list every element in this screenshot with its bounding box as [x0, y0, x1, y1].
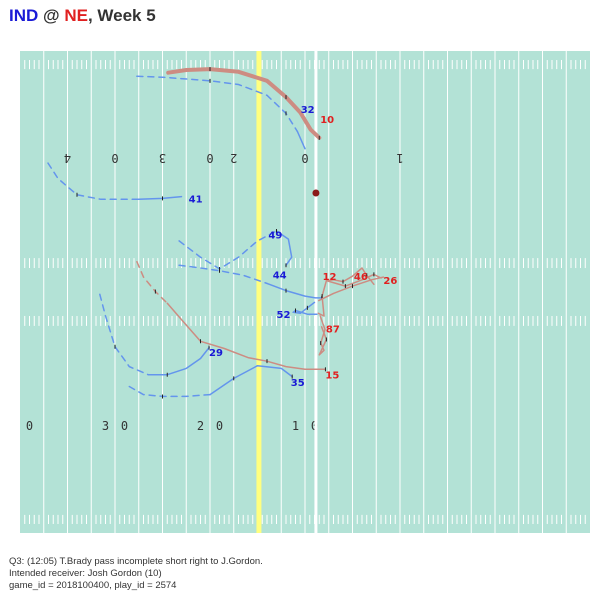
football	[312, 189, 320, 197]
play-caption: Q3: (12:05) T.Brady pass incomplete shor…	[9, 556, 263, 592]
player-track-49	[275, 230, 293, 267]
yard-number-bottom: 0	[216, 419, 223, 433]
jersey-label-52: 52	[277, 310, 291, 321]
jersey-labels: 32 41 49 44 52 29 35 10 12 46 26 87 15	[189, 105, 398, 389]
jersey-label-26: 26	[383, 276, 397, 287]
player-track-15-dashed	[136, 260, 169, 305]
player-track-12	[317, 267, 375, 317]
jersey-label-44: 44	[273, 270, 287, 281]
yard-number-bottom: 0	[121, 419, 128, 433]
jersey-label-12: 12	[323, 272, 337, 283]
jersey-label-32: 32	[301, 105, 315, 116]
yard-lines	[43, 51, 567, 533]
player-track-44	[266, 282, 323, 299]
player-track-44-dashed	[178, 264, 268, 285]
player-track-35	[209, 364, 293, 396]
jersey-label-87: 87	[326, 325, 340, 336]
player-track-49-dashed	[178, 230, 278, 270]
jersey-label-10: 10	[320, 115, 334, 126]
title-week: , Week 5	[87, 6, 156, 25]
jersey-label-49: 49	[268, 231, 282, 242]
yard-number-top: 4	[64, 151, 71, 165]
home-team-label: NE	[64, 6, 88, 25]
player-track-29	[147, 346, 210, 376]
game-play-ids: game_id = 2018100400, play_id = 2574	[9, 580, 177, 591]
yard-number-top: 0	[111, 151, 118, 165]
intended-receiver: Intended receiver: Josh Gordon (10)	[9, 568, 162, 579]
jersey-label-41: 41	[189, 194, 203, 205]
yard-number-top: 0	[206, 151, 213, 165]
play-description: Q3: (12:05) T.Brady pass incomplete shor…	[9, 556, 263, 567]
yard-number-top: 0	[301, 151, 308, 165]
yard-number-bottom: 0	[26, 419, 33, 433]
player-track-15	[166, 302, 327, 371]
yard-number-top: 3	[159, 151, 166, 165]
yard-number-bottom: 1	[292, 419, 299, 433]
yard-number-top: 1	[396, 151, 403, 165]
player-track-32	[296, 130, 306, 150]
yard-number-bottom: 3	[102, 419, 109, 433]
yard-number-bottom: 2	[197, 419, 204, 433]
title-at: @	[38, 6, 65, 25]
player-track-10	[166, 67, 322, 140]
chart-title: IND @ NE, Week 5	[9, 6, 156, 26]
jersey-label-29: 29	[209, 348, 223, 359]
yard-number-top: 2	[230, 151, 237, 165]
player-tracks	[47, 67, 385, 399]
jersey-label-46: 46	[354, 272, 368, 283]
jersey-label-35: 35	[291, 378, 305, 389]
football-marker	[312, 189, 320, 197]
away-team-label: IND	[9, 6, 39, 25]
jersey-label-15: 15	[325, 371, 339, 382]
